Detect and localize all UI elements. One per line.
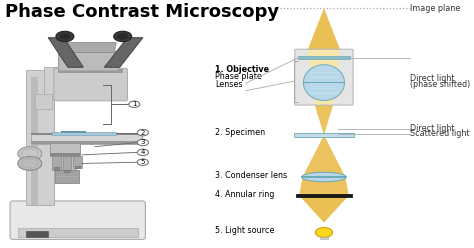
Text: 2: 2 <box>141 130 145 136</box>
Polygon shape <box>308 8 340 50</box>
Bar <box>18 228 138 237</box>
Bar <box>320 237 328 239</box>
Polygon shape <box>27 70 54 205</box>
FancyBboxPatch shape <box>58 51 118 71</box>
Bar <box>296 194 352 197</box>
Bar <box>75 166 80 168</box>
Text: 4. Annular ring: 4. Annular ring <box>215 190 274 199</box>
Bar <box>54 167 59 170</box>
FancyBboxPatch shape <box>10 201 146 239</box>
Polygon shape <box>301 172 346 182</box>
Bar <box>63 156 72 172</box>
Bar <box>50 143 80 156</box>
Bar <box>58 69 123 73</box>
Circle shape <box>137 129 148 136</box>
Text: 3. Condenser lens: 3. Condenser lens <box>215 171 287 180</box>
Bar <box>294 133 354 137</box>
Bar <box>44 67 86 99</box>
Polygon shape <box>299 195 349 223</box>
Polygon shape <box>299 177 349 195</box>
Text: 3: 3 <box>141 139 145 146</box>
Bar <box>27 231 48 237</box>
Bar <box>61 131 86 133</box>
Bar <box>55 170 79 183</box>
Polygon shape <box>65 43 116 53</box>
Polygon shape <box>104 38 143 67</box>
FancyBboxPatch shape <box>54 68 128 101</box>
Bar <box>31 141 142 144</box>
Text: Direct light: Direct light <box>410 74 455 83</box>
Circle shape <box>59 33 71 40</box>
Text: Image plane: Image plane <box>410 3 461 13</box>
Bar <box>35 94 52 109</box>
Circle shape <box>18 147 42 160</box>
Circle shape <box>117 33 128 40</box>
Bar <box>52 156 61 170</box>
Bar <box>31 134 142 144</box>
Bar <box>31 133 142 135</box>
Text: Scattered light: Scattered light <box>410 129 470 138</box>
Circle shape <box>56 31 74 42</box>
FancyBboxPatch shape <box>295 49 353 105</box>
Text: 5. Light source: 5. Light source <box>215 226 274 235</box>
Polygon shape <box>315 104 333 135</box>
Bar <box>31 77 38 205</box>
Bar <box>50 153 80 156</box>
Text: Direct light: Direct light <box>410 124 455 133</box>
Circle shape <box>137 159 148 165</box>
Circle shape <box>114 31 132 42</box>
Circle shape <box>315 228 333 237</box>
Bar <box>31 77 54 205</box>
Text: 1: 1 <box>132 101 137 107</box>
Bar <box>73 156 82 168</box>
Polygon shape <box>48 38 83 67</box>
Text: 1. Objective: 1. Objective <box>215 65 269 74</box>
Text: Lenses: Lenses <box>215 80 242 89</box>
Text: 4: 4 <box>141 149 145 155</box>
Polygon shape <box>308 50 340 104</box>
Circle shape <box>137 149 148 155</box>
Bar <box>52 132 116 135</box>
Text: Phase Contrast Microscopy: Phase Contrast Microscopy <box>5 3 279 21</box>
Bar <box>58 144 76 173</box>
Text: 2. Specimen: 2. Specimen <box>215 128 265 137</box>
Text: 5: 5 <box>141 159 145 165</box>
Text: (phase shifted): (phase shifted) <box>410 80 471 89</box>
Polygon shape <box>302 135 346 177</box>
Circle shape <box>129 101 140 107</box>
Circle shape <box>137 139 148 146</box>
Circle shape <box>18 156 42 170</box>
Text: Phase plate: Phase plate <box>215 72 262 81</box>
Bar <box>298 56 350 59</box>
Polygon shape <box>303 65 345 100</box>
Bar <box>64 170 70 172</box>
